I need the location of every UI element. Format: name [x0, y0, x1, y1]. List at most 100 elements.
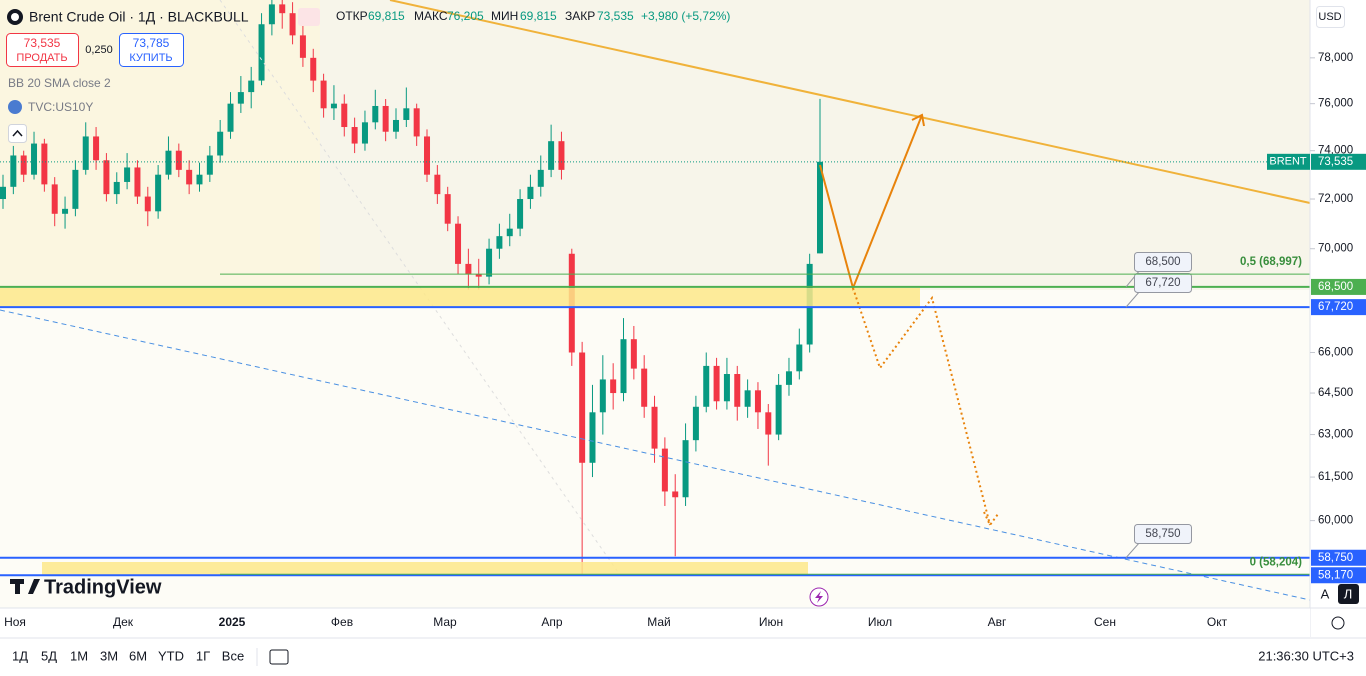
callout-label: 58,750	[1145, 528, 1180, 540]
candle-body	[144, 196, 151, 212]
callout-pointer	[1125, 541, 1141, 559]
candle-body	[51, 184, 58, 214]
collapse-button[interactable]	[8, 124, 27, 143]
price-badge-label: 58,750	[1318, 552, 1353, 564]
candle-body	[475, 274, 482, 277]
ohlc-label: ОТКР	[336, 9, 368, 23]
range-button[interactable]: YTD	[158, 648, 184, 663]
scale-button-label[interactable]: Л	[1344, 586, 1353, 601]
candle-body	[268, 4, 275, 25]
y-tick-label: 78,000	[1318, 52, 1353, 64]
y-tick-label: 61,500	[1318, 471, 1353, 483]
candle-body	[248, 80, 255, 93]
candle-body	[796, 344, 803, 372]
range-button[interactable]: Все	[222, 648, 244, 663]
range-button[interactable]: 1Д	[12, 648, 28, 663]
callout-pointer	[1125, 290, 1141, 308]
symbol-title[interactable]: Brent Crude Oil · 1Д · BLACKBULL	[29, 9, 249, 25]
x-tick-label: Ноя	[4, 615, 26, 629]
candle-body	[227, 103, 234, 132]
price-badge	[1311, 153, 1366, 170]
x-tick-label: Май	[647, 615, 671, 629]
callout-label: 68,500	[1145, 256, 1180, 268]
scale-button-label[interactable]: A	[1321, 586, 1330, 601]
y-tick-label: 66,000	[1318, 347, 1353, 359]
fib-label: 0 (58,204)	[1250, 556, 1303, 568]
candle-body	[558, 141, 565, 170]
candle-body	[372, 105, 379, 123]
candle-body	[413, 108, 420, 137]
y-tick-label: 64,500	[1318, 387, 1353, 399]
logo-mark	[15, 579, 20, 594]
candle-body	[392, 119, 399, 132]
candle-body	[713, 365, 720, 402]
range-button[interactable]: 5Д	[41, 648, 57, 663]
candle-body	[754, 390, 761, 413]
candle-body	[31, 143, 38, 175]
price-badge	[1311, 278, 1366, 295]
candle-body	[341, 103, 348, 128]
candle-body	[82, 136, 89, 170]
fib-label: 0,5 (68,997)	[1240, 256, 1302, 268]
ohlc-value: 69,815	[368, 9, 405, 23]
logo-mark	[28, 579, 40, 594]
price-badge-label: 67,720	[1318, 301, 1353, 313]
sell-button[interactable]	[6, 33, 79, 67]
candle-body	[703, 365, 710, 407]
sell-label: ПРОДАТЬ	[16, 52, 67, 64]
candle-body	[361, 122, 368, 144]
buy-button[interactable]	[119, 33, 184, 67]
candle-body	[424, 136, 431, 175]
candle-body	[124, 167, 131, 182]
candle-body	[651, 406, 658, 449]
candle-body	[506, 228, 513, 237]
candle-body	[682, 440, 689, 498]
ohlc-value: 73,535	[597, 9, 634, 23]
x-tick-label: Окт	[1207, 615, 1228, 629]
range-button[interactable]: 1Г	[196, 648, 210, 663]
chevron	[12, 129, 23, 137]
logo: TradingView	[44, 576, 162, 598]
price-badge-label: 73,535	[1318, 156, 1353, 168]
y-tick-label: 76,000	[1318, 98, 1353, 110]
candle-body	[62, 208, 69, 214]
candle-body	[403, 108, 410, 120]
settings-icon[interactable]	[1331, 616, 1345, 630]
candle-body	[434, 174, 441, 195]
candle-body	[486, 248, 493, 277]
currency-button[interactable]	[1316, 6, 1345, 28]
event-icon	[815, 591, 823, 603]
ohlc-value: 76,205	[447, 9, 484, 23]
status-badge[interactable]	[298, 8, 320, 26]
candle-body	[465, 263, 472, 275]
x-tick-label: Сен	[1094, 615, 1116, 629]
candle-body	[527, 186, 534, 200]
range-button[interactable]: 1М	[70, 648, 88, 663]
price-badge	[1311, 567, 1366, 584]
candle-body	[723, 374, 730, 402]
candle-body	[320, 80, 327, 109]
candle-body	[620, 339, 627, 394]
range-button[interactable]: 3М	[100, 648, 118, 663]
x-tick-label: Мар	[433, 615, 457, 629]
indicator[interactable]: TVC:US10Y	[28, 100, 93, 114]
buy-label: КУПИТЬ	[129, 52, 172, 64]
ohlc-change: +3,980 (+5,72%)	[641, 9, 730, 23]
callout-pointer	[1125, 269, 1141, 288]
x-tick-label: Фев	[331, 615, 353, 629]
date-range-icon[interactable]	[269, 649, 289, 665]
candle-body	[692, 406, 699, 441]
y-tick-label: 72,000	[1318, 193, 1353, 205]
range-button[interactable]: 6М	[129, 648, 147, 663]
spread: 0,250	[85, 44, 113, 56]
candle-body	[20, 155, 27, 175]
candle-body	[775, 384, 782, 435]
candle-body	[817, 161, 823, 254]
trend-line	[389, 0, 1311, 204]
candle-body	[237, 92, 244, 104]
candle-body	[610, 379, 617, 394]
indicator[interactable]: BB 20 SMA close 2	[8, 76, 111, 90]
scale-button[interactable]	[1338, 584, 1359, 604]
candle-body	[206, 155, 213, 175]
